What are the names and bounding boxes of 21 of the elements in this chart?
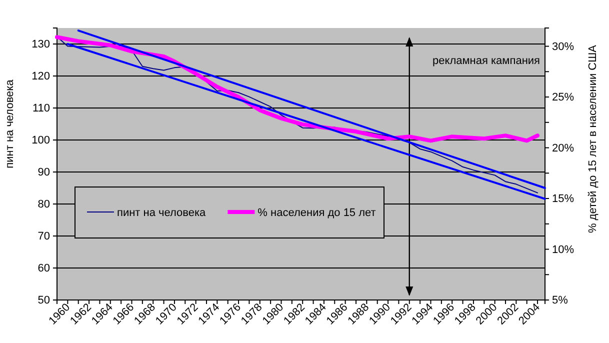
ref-line-label: рекламная кампания bbox=[432, 55, 540, 67]
y2-axis-title: % детей до 15 лет в населении США bbox=[587, 44, 599, 234]
y-tick-label: 50 bbox=[38, 294, 50, 307]
y2-tick-label: 10% bbox=[552, 244, 574, 256]
y-tick-label: 110 bbox=[32, 102, 50, 115]
y-axis-title: пинт на человека bbox=[4, 78, 16, 168]
y-tick-label: 60 bbox=[38, 262, 50, 275]
y-tick-label: 120 bbox=[32, 70, 50, 83]
legend-label: % населения до 15 лет bbox=[258, 207, 376, 219]
line-series bbox=[55, 35, 540, 143]
y2-tick-label: 25% bbox=[552, 92, 574, 104]
y-tick-label: 100 bbox=[32, 134, 50, 147]
y2-tick-label: 30% bbox=[552, 40, 574, 53]
legend-label: пинт на человека bbox=[117, 207, 207, 219]
y-tick-label: 90 bbox=[38, 166, 50, 179]
y-tick-label: 70 bbox=[38, 230, 50, 243]
y-tick-label: 130 bbox=[32, 38, 50, 51]
y2-tick-label: 15% bbox=[552, 193, 574, 206]
y-tick-label: 80 bbox=[38, 198, 50, 211]
y2-tick-label: 20% bbox=[552, 142, 574, 154]
y2-tick-label: 5% bbox=[552, 294, 568, 307]
